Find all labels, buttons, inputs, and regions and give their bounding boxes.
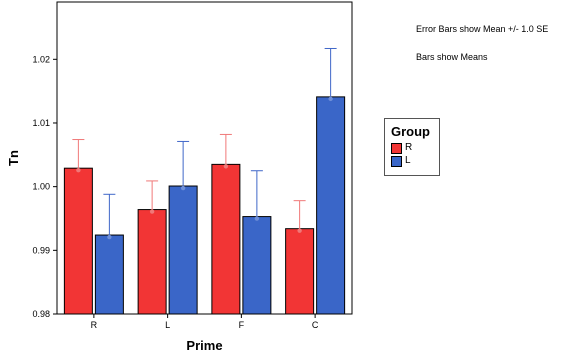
mean-marker xyxy=(223,164,229,169)
x-tick-label: L xyxy=(165,320,170,330)
axes: 0.98 0.99 1.00 1.01 1.02 R L F C xyxy=(32,54,318,330)
legend: Group R L xyxy=(384,118,440,176)
mean-marker xyxy=(254,216,260,221)
bars xyxy=(63,47,346,315)
mean-marker xyxy=(107,234,112,240)
legend-label-l: L xyxy=(405,155,411,166)
mean-marker xyxy=(76,167,81,173)
legend-swatch-r xyxy=(391,143,402,154)
mean-marker xyxy=(297,228,302,233)
mean-marker xyxy=(149,209,155,214)
mean-marker xyxy=(180,185,186,191)
y-tick-label: 1.02 xyxy=(32,54,50,64)
y-tick-label: 0.98 xyxy=(32,309,50,319)
legend-swatch-l xyxy=(391,156,402,167)
bar xyxy=(94,234,124,315)
bar xyxy=(242,216,272,315)
bar xyxy=(316,96,346,315)
bar xyxy=(168,185,198,315)
y-tick-label: 0.99 xyxy=(32,245,50,255)
bars-note: Bars show Means xyxy=(416,52,488,62)
y-axis-label: Tn xyxy=(6,150,21,166)
bar xyxy=(63,167,93,315)
mean-marker xyxy=(328,96,333,102)
y-tick-label: 1.01 xyxy=(32,118,50,128)
bar xyxy=(285,228,315,315)
bar xyxy=(137,209,167,315)
legend-label-r: R xyxy=(405,142,413,153)
bar xyxy=(211,163,241,315)
y-tick-label: 1.00 xyxy=(32,182,50,192)
legend-title: Group xyxy=(391,124,430,139)
x-tick-label: C xyxy=(312,320,319,330)
x-tick-label: R xyxy=(91,320,98,330)
error-bars-note: Error Bars show Mean +/- 1.0 SE xyxy=(416,24,549,34)
x-tick-label: F xyxy=(239,320,245,330)
x-axis-label: Prime xyxy=(186,338,222,353)
